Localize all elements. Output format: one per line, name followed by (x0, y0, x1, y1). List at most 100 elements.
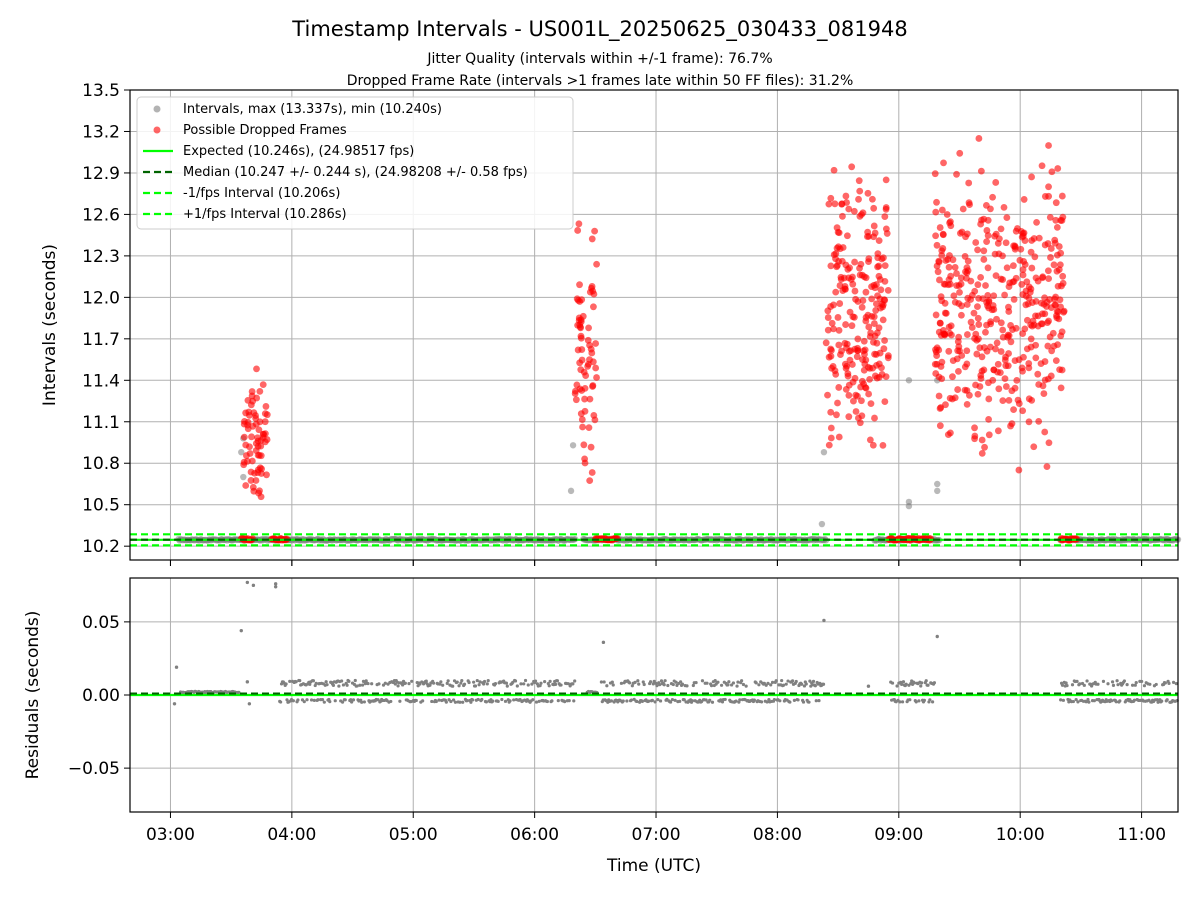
dropped-frame-point (1001, 375, 1009, 383)
residual-point (543, 679, 547, 684)
dropped-frame-point (256, 487, 263, 495)
dropped-frame-point (586, 356, 593, 364)
x-tick-label: 05:00 (389, 825, 438, 845)
dropped-frame-point (856, 187, 864, 195)
residual-point (784, 682, 788, 686)
residual-point (493, 682, 498, 686)
dropped-frame-point (827, 408, 835, 416)
dropped-frame-point (1017, 245, 1025, 253)
dropped-frame-point (1013, 376, 1021, 384)
dropped-frame-point (1058, 366, 1066, 374)
dropped-frame-point (995, 385, 1003, 393)
dropped-frame-point (857, 260, 865, 268)
residual-point (716, 680, 720, 684)
dropped-frame-point (1043, 463, 1051, 471)
residual-point (563, 700, 567, 704)
residual-point (781, 683, 786, 687)
residual-point (917, 699, 921, 703)
dropped-frame-point (955, 333, 963, 341)
dropped-frame-point (984, 232, 992, 239)
residual-point (752, 698, 756, 702)
residual-point (930, 700, 935, 704)
top-axes: 10.2 10.5 10.8 11.1 11.4 11.7 12.0 12.3 12.6 12.9… (82, 81, 1179, 566)
residual-point (1171, 680, 1176, 684)
interval-point (905, 502, 913, 510)
dropped-frame-point (584, 362, 592, 370)
dropped-frame-point (839, 287, 847, 294)
dropped-frame-point (1052, 357, 1060, 365)
dropped-frame-point (573, 381, 581, 389)
dropped-frame-point (959, 205, 967, 213)
dropped-frame-point (975, 321, 983, 328)
dropped-frame-point (1019, 330, 1027, 338)
dropped-frame-point (978, 353, 986, 361)
residual-point (341, 683, 346, 687)
residual-point (471, 698, 475, 702)
chart-subtitle-dropped: Dropped Frame Rate (intervals >1 frames … (347, 73, 854, 89)
dropped-frame-point (936, 319, 944, 327)
dropped-frame-point (876, 276, 884, 283)
residual-point (360, 683, 365, 687)
x-tick-label: 04:00 (267, 825, 316, 845)
dropped-frame-point (883, 230, 891, 237)
dropped-frame-point (1019, 271, 1027, 279)
dropped-frame-point (589, 383, 596, 390)
residual-point (642, 682, 646, 687)
dropped-frame-point (842, 192, 850, 200)
dropped-frame-point (575, 314, 583, 322)
dropped-frame-point (871, 414, 878, 422)
residual-point (601, 640, 606, 645)
residual-point (545, 699, 549, 704)
dropped-frame-point (869, 441, 877, 449)
dropped-frame-point (852, 295, 859, 303)
residual-point (453, 700, 458, 704)
dropped-frame-point (1031, 253, 1039, 261)
residual-point (690, 699, 695, 703)
dropped-frame-point (985, 431, 993, 439)
interval-point (820, 448, 828, 456)
residual-point (801, 700, 806, 704)
residual-point (309, 698, 314, 702)
dropped-frame-point (581, 395, 588, 403)
dropped-frame-point (932, 208, 940, 216)
dropped-frame-point (1028, 264, 1036, 272)
residual-point (465, 699, 469, 703)
dropped-frame-point (579, 423, 586, 431)
residual-point (736, 680, 740, 684)
dropped-frame-point (871, 372, 879, 380)
dropped-frame-point (992, 272, 1000, 280)
residual-point (431, 681, 436, 685)
dropped-frame-point (978, 449, 986, 457)
residual-point (680, 682, 685, 686)
dropped-frame-point (576, 298, 584, 305)
top-y-tick-label: 12.9 (82, 164, 120, 184)
residual-point (1165, 698, 1169, 702)
dropped-frame-point (1056, 261, 1064, 269)
residual-point (1075, 679, 1079, 683)
residual-point (822, 618, 826, 623)
dropped-frame-point (255, 426, 263, 434)
residual-point (366, 681, 370, 686)
residual-point (1110, 680, 1115, 684)
residual-point (567, 699, 571, 703)
dropped-frame-point (854, 344, 861, 352)
residual-point (788, 700, 792, 704)
dropped-frame-point (248, 433, 255, 441)
residual-point (458, 700, 462, 704)
dropped-frame-point (1001, 356, 1009, 364)
dropped-frame-point (997, 225, 1005, 233)
dropped-frame-point (1025, 364, 1033, 372)
dropped-frame-point (1034, 312, 1042, 320)
dropped-frame-point (1037, 299, 1045, 307)
dropped-frame-point (859, 356, 866, 364)
dropped-frame-point (250, 487, 258, 495)
residual-point (566, 682, 570, 686)
dropped-frame-point (1052, 293, 1059, 301)
interval-point (818, 520, 826, 528)
residual-point (1111, 683, 1116, 687)
dropped-frame-point (1005, 396, 1013, 404)
dropped-frame-point (256, 387, 264, 395)
dropped-frame-point (942, 401, 949, 409)
dropped-frame-point (1002, 362, 1010, 370)
dropped-frame-point (577, 410, 585, 418)
